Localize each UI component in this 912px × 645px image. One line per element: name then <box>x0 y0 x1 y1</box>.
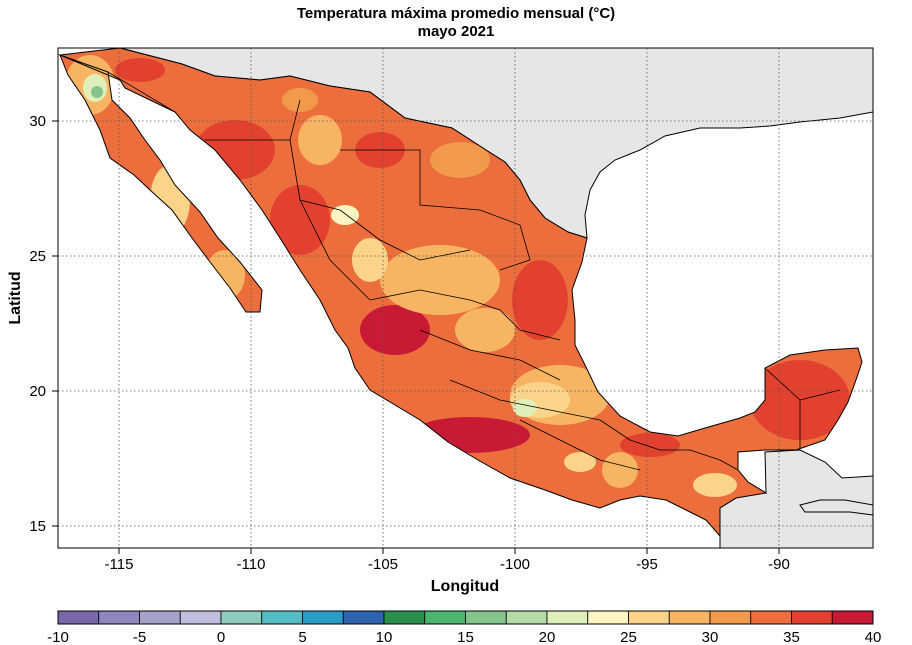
y-axis: 15 20 25 30 <box>29 113 58 535</box>
y-axis-title: Latitud <box>7 271 24 324</box>
map-subtitle: mayo 2021 <box>417 23 495 40</box>
colorbar-bin <box>668 610 711 625</box>
colorbar-bin <box>261 610 303 625</box>
plot-frame <box>57 47 874 549</box>
x-tick-label: -90 <box>768 556 790 573</box>
colorbar-tick-label: 20 <box>539 629 556 645</box>
colorbar-bin <box>465 610 507 625</box>
x-axis-title: Longitud <box>431 578 499 595</box>
colorbar-bin <box>546 610 589 625</box>
colorbar-tick-label: 30 <box>702 629 719 645</box>
colorbar-bin <box>628 610 670 625</box>
colorbar-bin <box>424 610 466 625</box>
colorbar-tick-label: 5 <box>298 629 306 645</box>
colorbar-bin <box>505 610 548 625</box>
colorbar-bin <box>587 610 629 625</box>
colorbar-bin <box>98 610 140 625</box>
map-title: Temperatura máxima promedio mensual (°C) <box>296 5 616 22</box>
colorbar-bin <box>179 610 222 625</box>
x-tick-label: -115 <box>105 556 134 573</box>
colorbar-bin <box>750 610 792 625</box>
colorbar-bin <box>139 610 181 625</box>
colorbar: -10 -5 0 5 10 15 20 25 30 35 40 <box>47 610 882 645</box>
colorbar-tick-label: 25 <box>620 629 637 645</box>
y-tick-label: 25 <box>29 248 46 265</box>
graticule <box>58 48 873 548</box>
colorbar-tick-label: -5 <box>133 629 146 645</box>
y-tick-label: 20 <box>29 383 46 400</box>
colorbar-tick-label: 0 <box>217 629 225 645</box>
colorbar-bin <box>57 610 100 625</box>
colorbar-bin <box>383 610 426 625</box>
colorbar-bin <box>791 610 833 625</box>
y-tick-label: 30 <box>29 113 46 130</box>
x-axis: -115 -110 -105 -100 -95 -90 <box>105 548 790 573</box>
colorbar-bin <box>302 610 344 625</box>
colorbar-bin <box>709 610 752 625</box>
colorbar-tick-label: 40 <box>865 629 882 645</box>
colorbar-bin <box>342 610 385 625</box>
colorbar-bin <box>220 610 263 625</box>
y-tick-label: 15 <box>29 518 46 535</box>
x-tick-label: -95 <box>636 556 658 573</box>
x-tick-label: -100 <box>500 556 530 573</box>
colorbar-tick-label: 10 <box>376 629 393 645</box>
colorbar-tick-label: 35 <box>783 629 800 645</box>
colorbar-frame <box>57 610 874 625</box>
colorbar-bin <box>831 610 874 625</box>
colorbar-tick-label: 15 <box>457 629 474 645</box>
x-tick-label: -105 <box>368 556 398 573</box>
colorbar-tick-label: -10 <box>47 629 69 645</box>
state-borders <box>107 71 841 471</box>
mexico-outline <box>58 48 863 538</box>
x-tick-label: -110 <box>237 556 266 573</box>
